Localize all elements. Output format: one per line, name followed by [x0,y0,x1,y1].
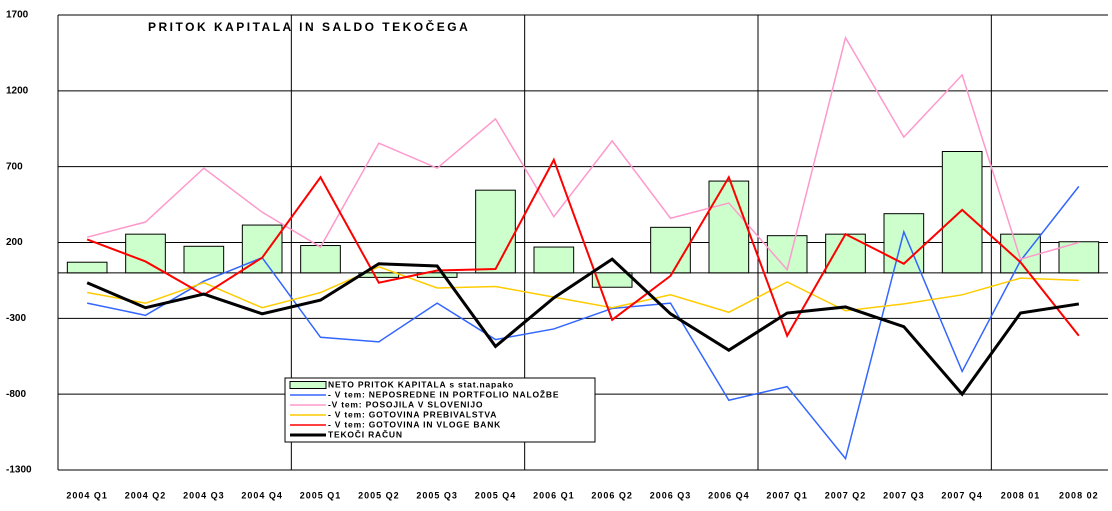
chart-title: PRITOK KAPITALA IN SALDO TEKOČEGA [148,19,470,34]
legend-swatch [289,381,327,389]
x-tick-label: 2007 Q3 [883,490,925,500]
legend-label: -V tem: POSOJILA V SLOVENIJO [328,399,483,409]
y-tick-label: 1700 [6,10,29,21]
x-tick-label: 2004 Q3 [183,490,225,500]
x-tick-label: 2007 Q4 [941,490,983,500]
bar [533,246,575,274]
x-tick-label: 2008 02 [1059,490,1099,500]
bar [591,272,633,288]
bar [475,189,516,274]
x-tick-label: 2006 Q4 [708,490,750,500]
x-tick-label: 2006 Q2 [591,490,633,500]
bar [241,224,283,274]
x-tick-label: 2004 Q1 [66,490,108,500]
legend-box [284,377,596,443]
x-tick-label: 2007 Q2 [825,490,867,500]
legend: NETO PRITOK KAPITALA s stat.napako- V te… [284,377,596,443]
bar [941,151,983,274]
x-tick-label: 2004 Q4 [241,490,283,500]
x-tick-label: 2005 Q4 [475,490,517,500]
legend-label: - V tem: GOTOVINA IN VLOGE BANK [328,419,501,429]
legend-label: - V tem: NEPOSREDNE IN PORTFOLIO NALOŽBE [328,388,559,399]
x-tick-label: 2006 Q3 [650,490,692,500]
y-tick-label: 700 [6,161,23,172]
y-tick-label: 1200 [6,85,29,96]
bar [1000,233,1041,274]
line-series [87,265,1079,314]
bar [650,226,691,274]
line-series [86,157,1080,339]
y-tick-label: -300 [6,313,26,324]
legend-label: TEKOČI RAČUN [328,428,403,439]
x-tick-label: 2005 Q2 [358,490,400,500]
line-series [86,35,1080,272]
x-tick-label: 2006 Q1 [533,490,575,500]
legend-label: NETO PRITOK KAPITALA s stat.napako [328,379,514,389]
bar [66,261,108,274]
bar [183,245,225,274]
x-tick-label: 2005 Q1 [300,490,342,500]
x-tick-label: 2004 Q2 [125,490,167,500]
bar [125,233,166,274]
x-tick-label: 2008 01 [1001,490,1041,500]
y-tick-label: 200 [6,237,23,248]
y-tick-label: -800 [6,389,26,400]
bar [300,245,341,274]
bar [825,233,866,274]
legend-label: - V tem: GOTOVINA PREBIVALSTVA [328,409,497,419]
line-series [86,257,1080,397]
x-tick-label: 2005 Q3 [416,490,458,500]
x-tick-label: 2007 Q1 [766,490,808,500]
bar [708,180,750,274]
y-tick-label: -1300 [6,465,32,476]
